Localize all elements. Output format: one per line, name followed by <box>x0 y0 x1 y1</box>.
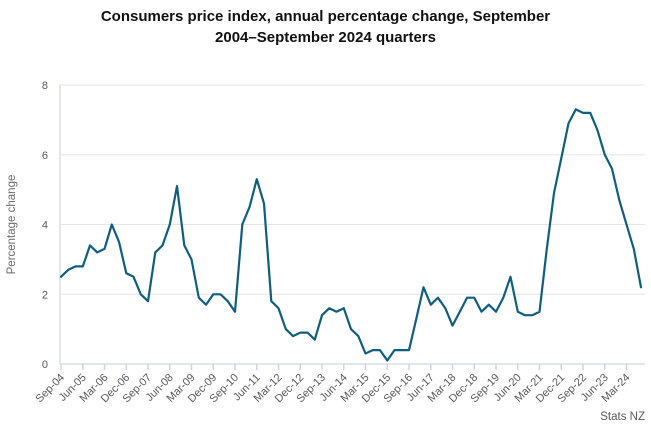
chart-title-line1: Consumers price index, annual percentage… <box>100 8 551 25</box>
chart-title-line2: 2004–September 2024 quarters <box>215 29 436 46</box>
y-tick-label: 0 <box>42 359 48 371</box>
y-tick-label: 8 <box>42 80 48 92</box>
source-label: Stats NZ <box>600 411 645 423</box>
y-tick-label: 2 <box>42 289 48 301</box>
y-axis-title: Percentage change <box>6 175 18 275</box>
chart-title: Consumers price index, annual percentage… <box>0 6 651 48</box>
y-tick-label: 4 <box>42 220 48 232</box>
cpi-data-line <box>59 108 643 362</box>
y-tick-label: 6 <box>42 150 48 162</box>
